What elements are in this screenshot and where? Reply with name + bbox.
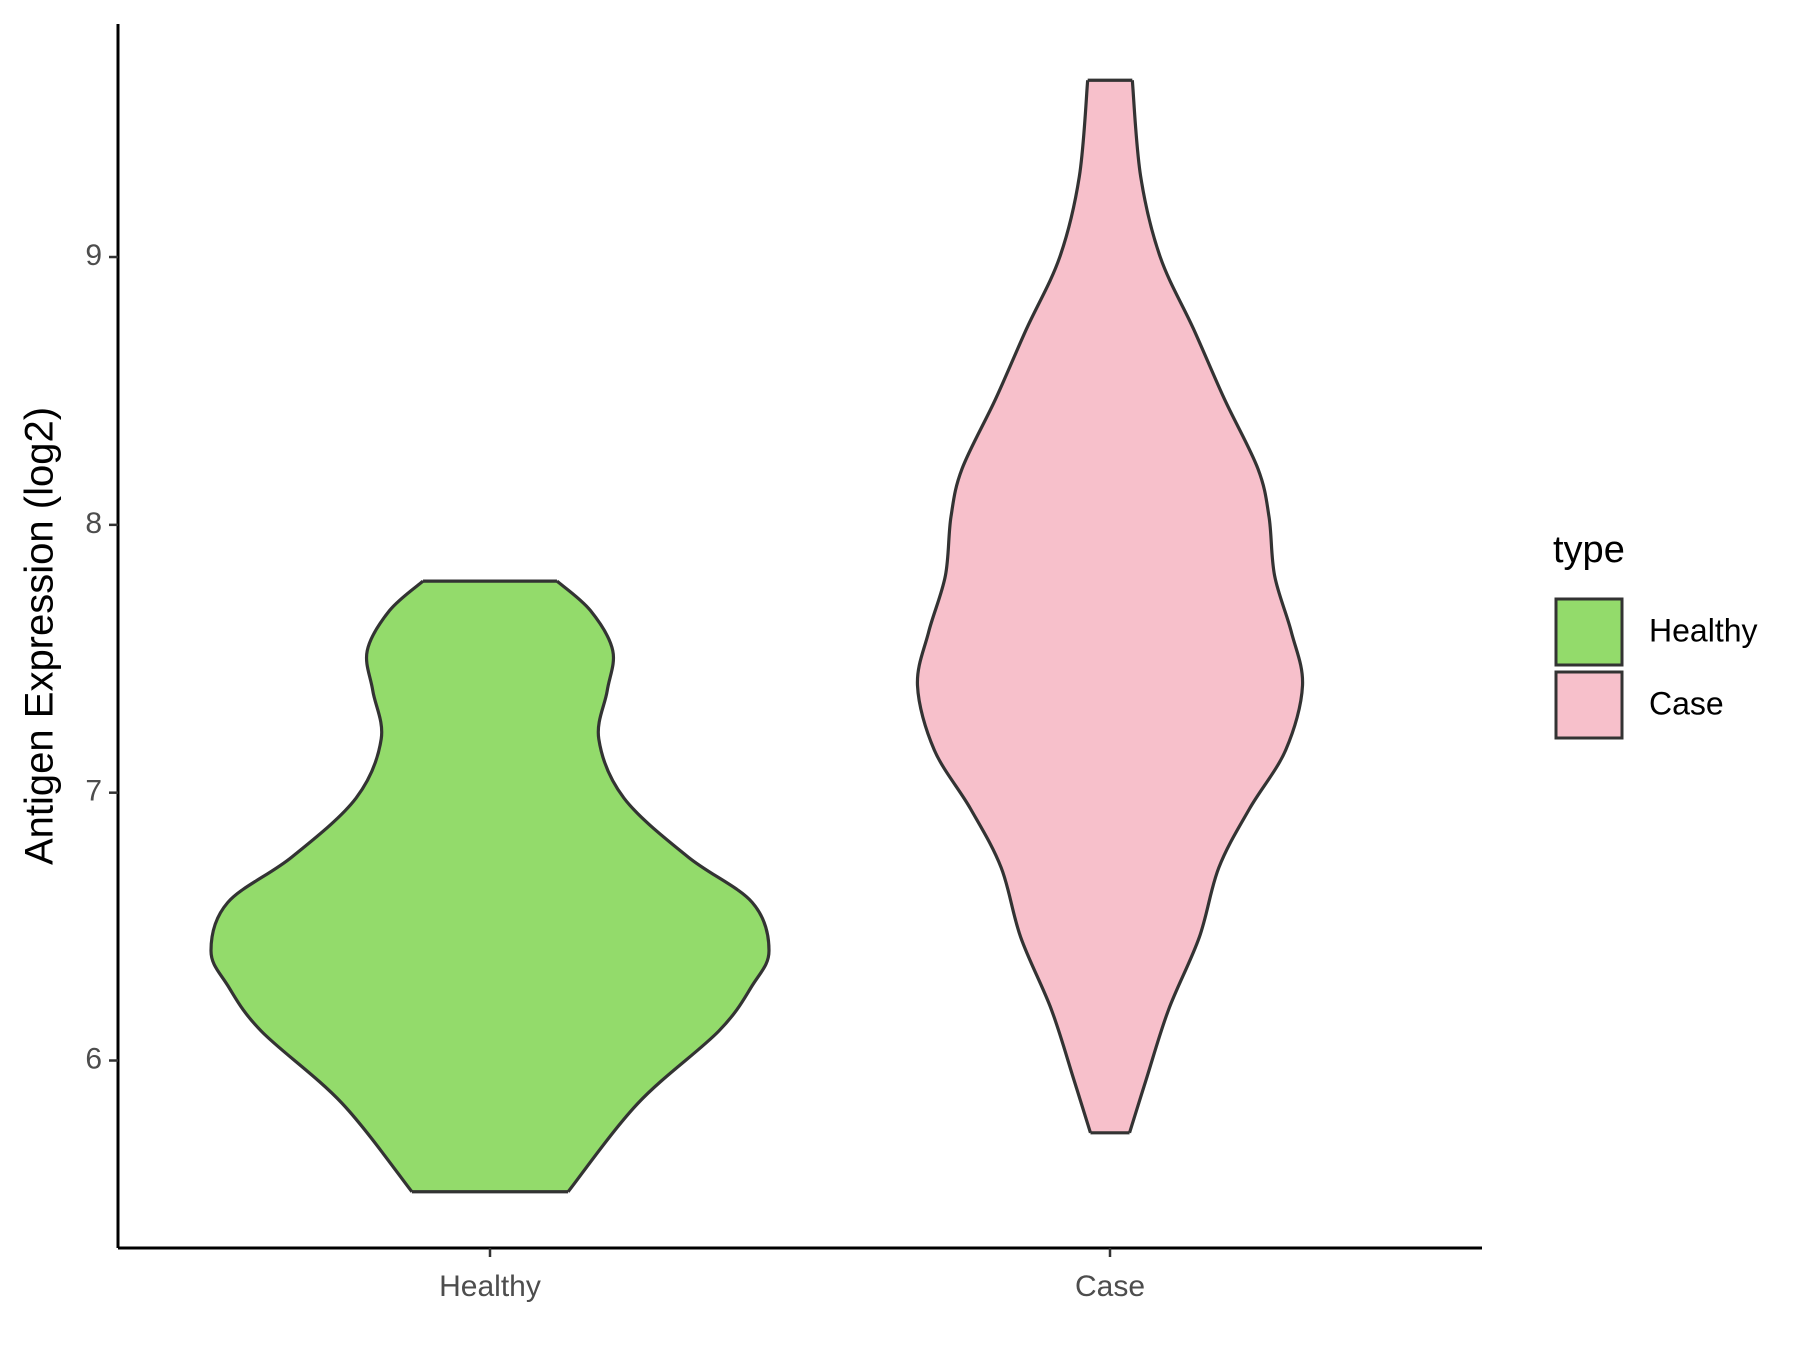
violin-outline-left	[915, 80, 1092, 1134]
violin-body	[917, 80, 1303, 1133]
y-tick-label: 7	[85, 775, 102, 808]
legend-label: Healthy	[1649, 612, 1758, 648]
violin-body	[211, 581, 769, 1192]
y-tick-label: 9	[85, 239, 102, 272]
legend-key	[1554, 597, 1624, 667]
x-tick-label: Healthy	[439, 1270, 541, 1303]
legend-key	[1554, 670, 1624, 740]
legend-label: Case	[1649, 685, 1724, 721]
y-tick-label: 8	[85, 507, 102, 540]
y-axis-title: Antigen Expression (log2)	[18, 407, 62, 865]
x-tick-label: Case	[1075, 1270, 1145, 1303]
violin-outline-left	[209, 579, 425, 1193]
violin-outline-right	[1128, 80, 1305, 1134]
y-tick-label: 6	[85, 1042, 102, 1075]
legend-title: type	[1553, 529, 1625, 571]
violin-outline-right	[555, 579, 771, 1193]
